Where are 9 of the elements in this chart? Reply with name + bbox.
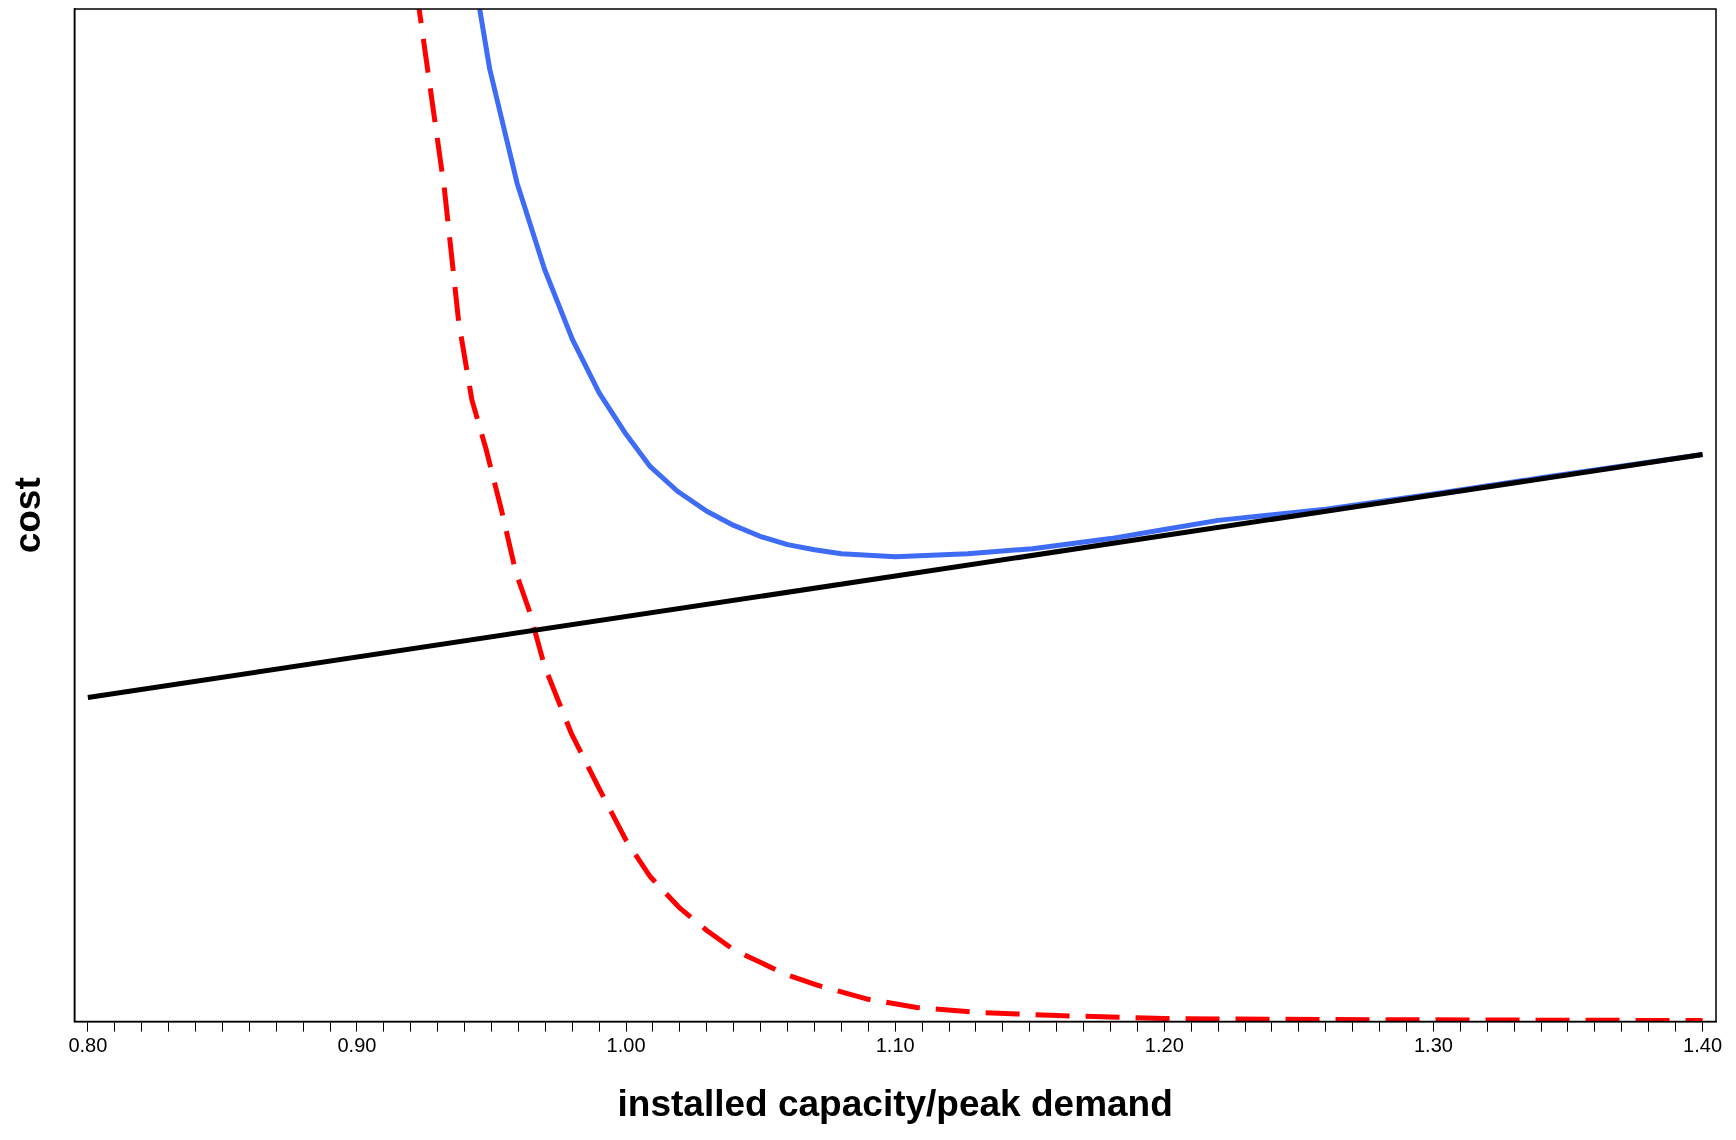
x-tick-label: 1.40 [1683,1034,1723,1057]
x-tick-label: 1.30 [1413,1034,1453,1057]
y-axis-title: cost [7,477,49,554]
x-tick-label: 1.20 [1144,1034,1184,1057]
x-axis-title: installed capacity/peak demand [617,1083,1173,1124]
x-tick-label: 0.90 [337,1034,377,1057]
x-tick-label: 0.80 [68,1034,108,1057]
x-tick-label: 1.10 [875,1034,915,1057]
x-tick-label: 1.00 [606,1034,646,1057]
